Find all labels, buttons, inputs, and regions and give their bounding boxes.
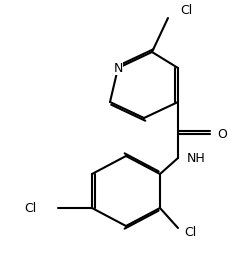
Text: Cl: Cl bbox=[180, 4, 192, 17]
Text: N: N bbox=[113, 61, 123, 75]
Text: O: O bbox=[217, 127, 227, 141]
Text: Cl: Cl bbox=[184, 225, 196, 238]
Text: NH: NH bbox=[187, 151, 205, 165]
Text: Cl: Cl bbox=[24, 201, 36, 214]
